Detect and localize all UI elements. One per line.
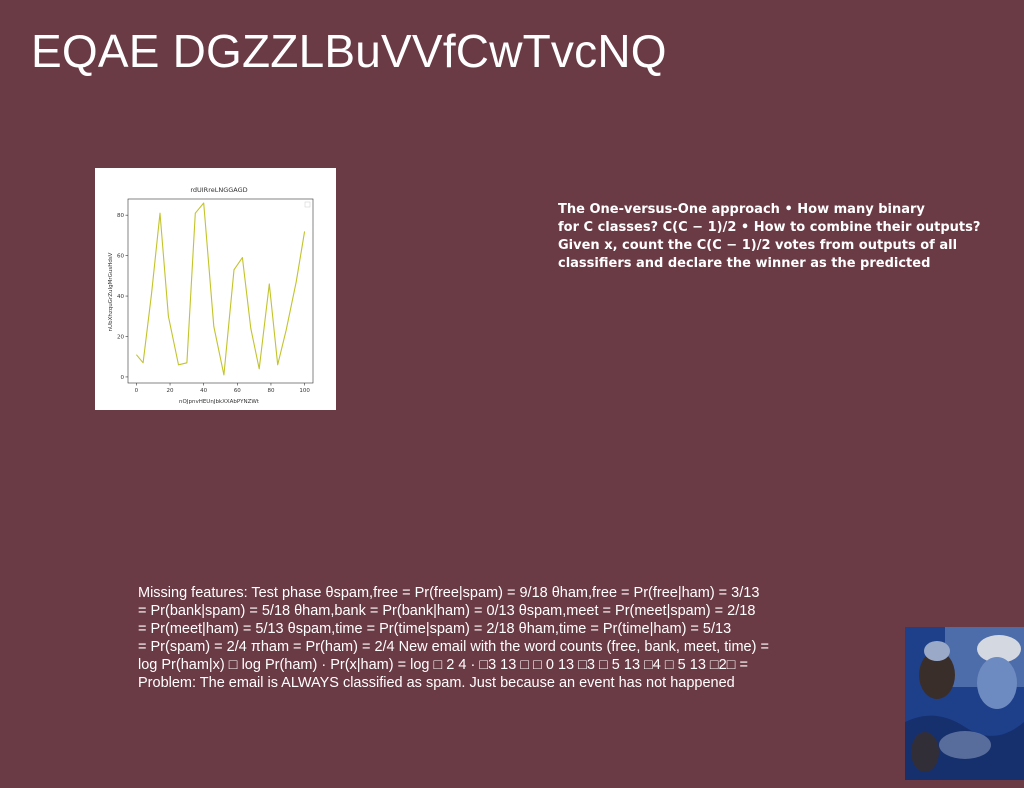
chart-legend-box bbox=[304, 201, 311, 208]
chart-y-axis-label: nUbXhzquGrZuIgMrGusHdsV bbox=[108, 252, 114, 331]
chart-x-axis-label: nOJpnvHEUnJbkXXAbPYNZWt bbox=[179, 399, 260, 405]
chart-x-tick-label: 20 bbox=[167, 388, 174, 394]
one-versus-one-text: The One-versus-One approach • How many b… bbox=[558, 202, 981, 271]
line-chart: rdUIRreLNGGAGD 0 20 40 60 80 100 0 20 40 60 80 nOJ… bbox=[95, 168, 336, 410]
chart-x-tick-label: 40 bbox=[200, 388, 207, 394]
photo-figure-right-hat bbox=[977, 635, 1021, 663]
chart-x-tick-label: 0 bbox=[135, 388, 139, 394]
photo-figure-right bbox=[977, 657, 1017, 709]
chart-series-line bbox=[135, 202, 306, 376]
slide-title: EQAE DGZZLBuVVfCwTvcNQ bbox=[31, 25, 667, 77]
chart-y-tick-label: 40 bbox=[117, 294, 124, 300]
chart-y-tick-label: 20 bbox=[117, 334, 124, 340]
naive-bayes-spam-text: Missing features: Test phase θspam,free … bbox=[138, 585, 769, 691]
chart-y-tick-label: 0 bbox=[121, 375, 125, 381]
chart-x-tick-label: 80 bbox=[267, 388, 274, 394]
chart-plot-area: 0 20 40 60 80 100 0 20 40 60 80 bbox=[117, 198, 314, 394]
chart-y-tick-label: 60 bbox=[117, 254, 124, 260]
photo-figure-bottom bbox=[911, 732, 939, 772]
photo-figure-left-hat bbox=[924, 641, 950, 661]
photo-figure-left bbox=[919, 651, 955, 699]
chart-x-tick-label: 60 bbox=[234, 388, 241, 394]
chart-title: rdUIRreLNGGAGD bbox=[190, 186, 247, 194]
line-chart-svg: rdUIRreLNGGAGD 0 20 40 60 80 100 0 20 40 60 80 nOJ… bbox=[108, 186, 314, 405]
chart-y-tick-label: 80 bbox=[117, 213, 124, 219]
chart-x-tick-label: 100 bbox=[299, 388, 310, 394]
photo-glow bbox=[939, 731, 991, 759]
smurf-photo-image bbox=[905, 627, 1024, 780]
smurf-photo bbox=[905, 627, 1024, 780]
chart-plot-frame bbox=[127, 198, 314, 384]
